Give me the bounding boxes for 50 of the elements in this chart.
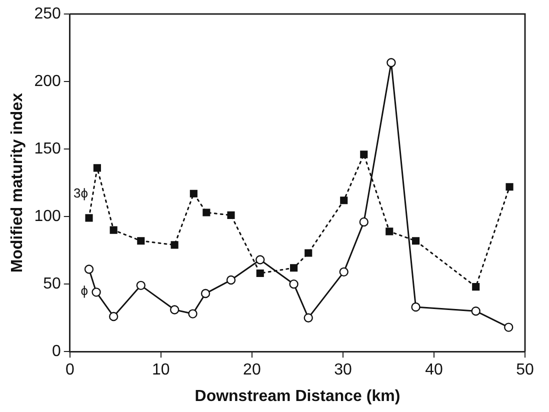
point bbox=[386, 58, 396, 68]
y-tick-label: 50 bbox=[43, 275, 61, 292]
x-tick-label: 40 bbox=[425, 362, 443, 379]
point bbox=[136, 280, 146, 290]
series-label: 3ϕ bbox=[73, 185, 88, 200]
x-axis-title: Downstream Distance (km) bbox=[194, 388, 400, 405]
series-label: ϕ bbox=[80, 282, 88, 298]
point bbox=[304, 313, 313, 322]
x-tick-label: 10 bbox=[152, 362, 170, 379]
y-tick-label: 150 bbox=[34, 140, 61, 158]
y-tick-label: 200 bbox=[34, 72, 61, 90]
y-tick-label: 100 bbox=[34, 208, 61, 225]
point bbox=[360, 150, 368, 158]
point bbox=[386, 228, 394, 236]
point bbox=[411, 302, 420, 312]
point bbox=[190, 190, 198, 198]
point bbox=[93, 164, 101, 172]
point bbox=[188, 309, 198, 318]
point bbox=[289, 279, 298, 289]
point bbox=[471, 306, 480, 316]
point bbox=[85, 214, 93, 222]
point bbox=[226, 275, 236, 285]
point bbox=[256, 269, 264, 278]
point bbox=[110, 226, 118, 234]
point bbox=[137, 237, 145, 245]
x-tick-label: 50 bbox=[516, 362, 534, 379]
y-tick-label: 250 bbox=[34, 5, 61, 22]
point bbox=[504, 322, 514, 332]
point bbox=[170, 241, 178, 249]
point bbox=[304, 249, 312, 257]
point bbox=[108, 312, 118, 322]
point bbox=[506, 183, 514, 191]
point bbox=[340, 196, 348, 204]
point bbox=[412, 237, 420, 245]
point bbox=[170, 305, 180, 314]
point bbox=[290, 264, 298, 272]
point bbox=[227, 211, 235, 219]
point bbox=[359, 217, 368, 227]
point bbox=[200, 288, 210, 298]
x-tick-label: 30 bbox=[334, 362, 352, 379]
x-tick-label: 0 bbox=[65, 362, 74, 379]
point bbox=[339, 267, 348, 277]
point bbox=[84, 264, 94, 274]
y-tick-label: 0 bbox=[52, 343, 61, 360]
y-axis-title: Modified maturity index bbox=[9, 92, 26, 273]
point bbox=[92, 288, 101, 297]
x-tick-label: 20 bbox=[243, 362, 261, 379]
point bbox=[472, 283, 480, 291]
point bbox=[256, 255, 265, 264]
point bbox=[202, 208, 210, 216]
